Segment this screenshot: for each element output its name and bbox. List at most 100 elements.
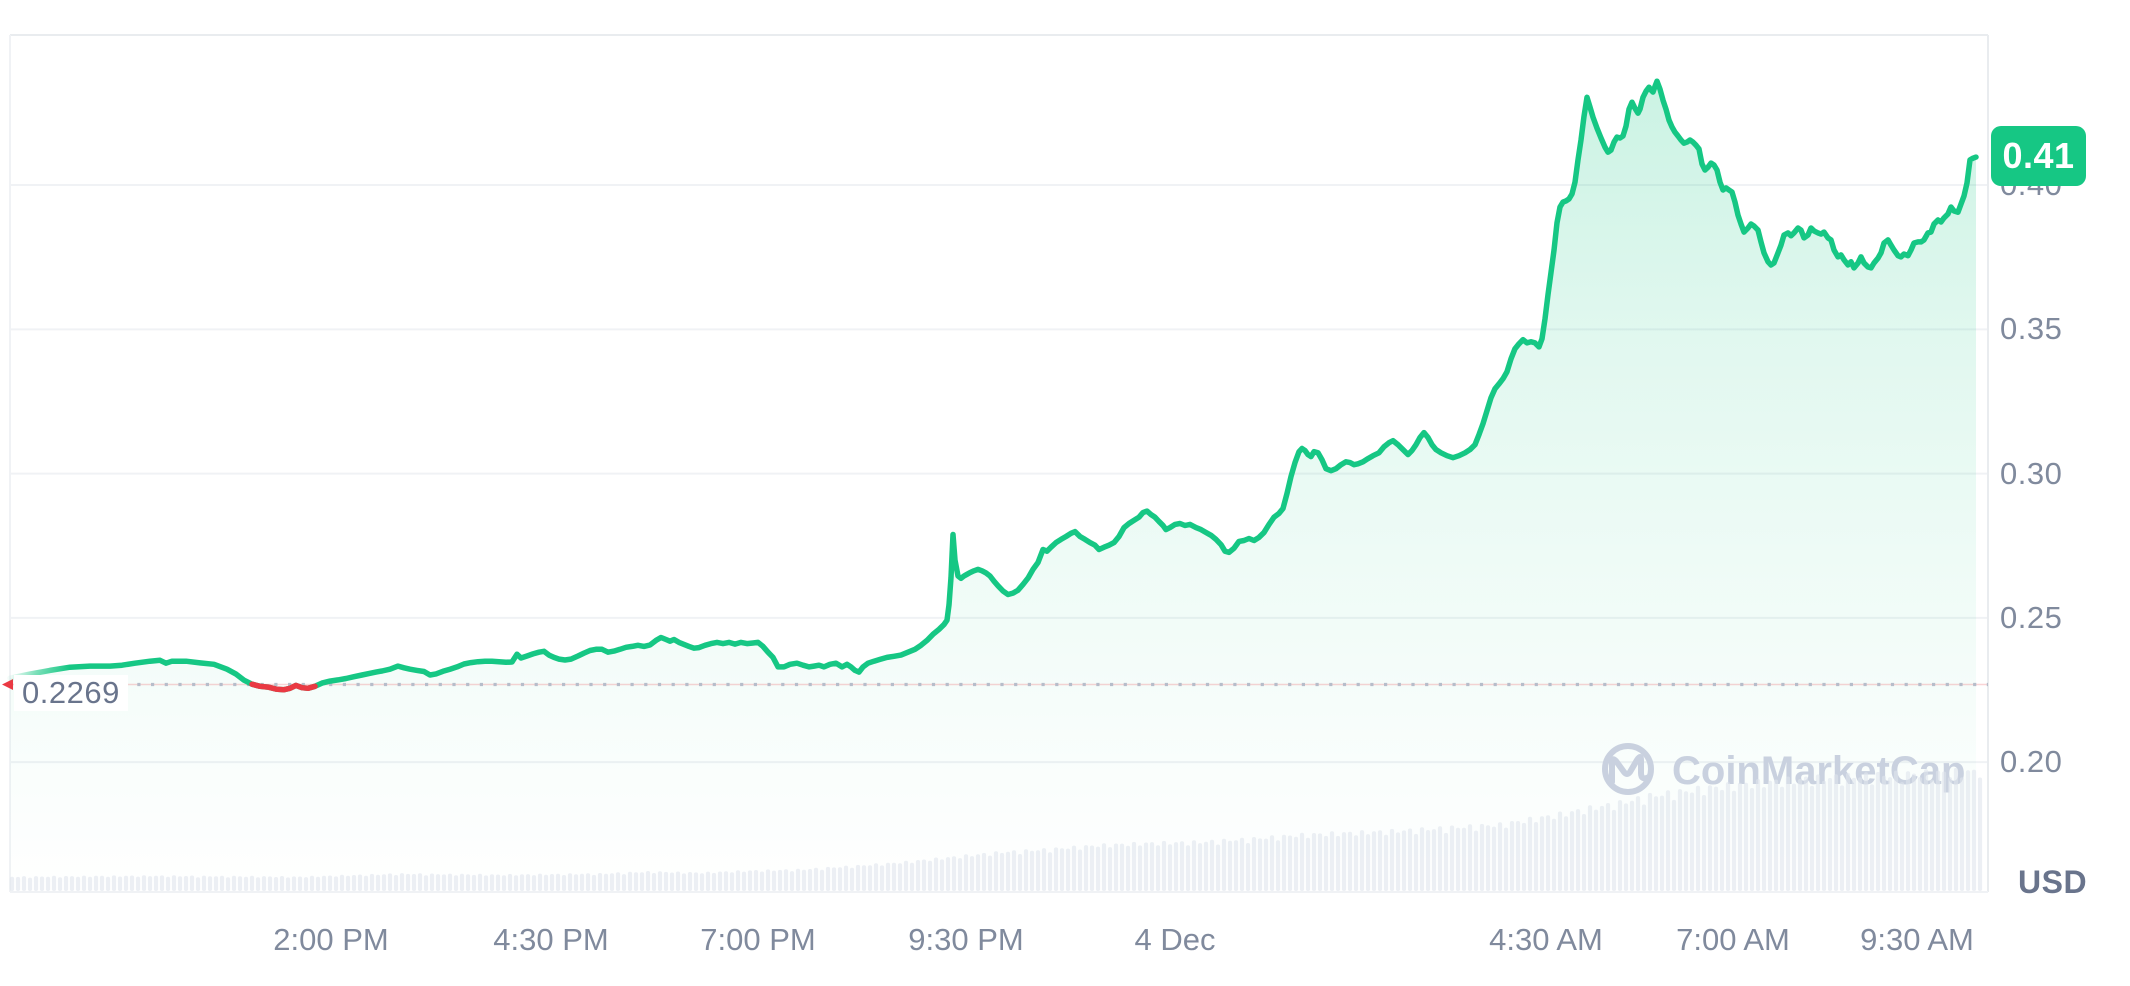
volume-bar <box>1899 782 1905 891</box>
volume-bar <box>627 871 633 891</box>
volume-bar <box>615 872 621 891</box>
volume-bar <box>1629 800 1635 891</box>
volume-bar <box>1191 840 1197 891</box>
volume-bar <box>183 876 189 891</box>
volume-bar <box>777 869 783 891</box>
volume-bar <box>477 873 483 891</box>
volume-bar <box>771 870 777 891</box>
volume-bar <box>129 875 135 891</box>
volume-bar <box>1317 833 1323 891</box>
volume-bar <box>1155 845 1161 891</box>
volume-bar <box>117 876 123 891</box>
volume-bar <box>717 871 723 891</box>
volume-bar <box>1695 785 1701 891</box>
x-axis-tick-label: 2:00 PM <box>273 922 389 957</box>
volume-bar <box>1611 809 1617 891</box>
volume-bar <box>339 874 345 891</box>
volume-bar <box>543 874 549 891</box>
volume-bar <box>99 875 105 891</box>
volume-bar <box>1419 827 1425 891</box>
volume-bar <box>1677 789 1683 891</box>
volume-bar <box>1347 831 1353 891</box>
volume-bar <box>1341 832 1347 891</box>
volume-bar <box>1407 828 1413 891</box>
volume-bar <box>699 873 705 891</box>
volume-bar <box>861 865 867 891</box>
volume-bar <box>1083 845 1089 891</box>
volume-bar <box>255 877 261 891</box>
volume-bar <box>1761 787 1767 891</box>
volume-bar <box>675 871 681 891</box>
volume-bar <box>1815 774 1821 891</box>
volume-bar <box>1077 849 1083 891</box>
volume-bar <box>1713 786 1719 891</box>
volume-bar <box>1245 843 1251 891</box>
volume-bar <box>39 876 45 891</box>
volume-bar <box>1059 848 1065 891</box>
volume-bar <box>1791 783 1797 891</box>
volume-bar <box>1893 770 1899 891</box>
volume-bar <box>501 875 507 891</box>
volume-bar <box>1473 830 1479 891</box>
volume-bar <box>681 873 687 891</box>
volume-bar <box>981 852 987 891</box>
volume-bar <box>1533 822 1539 891</box>
y-axis-tick-label: 0.35 <box>2000 311 2063 347</box>
volume-bar <box>1221 838 1227 891</box>
volume-bar <box>651 873 657 891</box>
volume-bar <box>1671 799 1677 891</box>
volume-bar <box>885 862 891 891</box>
volume-bar <box>321 875 327 891</box>
volume-bar <box>1665 790 1671 891</box>
volume-bar <box>609 873 615 891</box>
x-axis-tick-label: 7:00 PM <box>700 922 816 957</box>
volume-bar <box>1149 842 1155 891</box>
volume-bar <box>1107 847 1113 891</box>
volume-bar <box>153 875 159 891</box>
volume-bar <box>75 876 81 891</box>
volume-bar <box>831 867 837 891</box>
volume-bar <box>1305 837 1311 891</box>
volume-bar <box>1227 840 1233 891</box>
volume-bar <box>177 876 183 891</box>
volume-bar <box>1329 831 1335 891</box>
volume-bar <box>159 875 165 891</box>
volume-bar <box>63 876 69 891</box>
volume-bar <box>1701 795 1707 891</box>
volume-bar <box>597 873 603 891</box>
volume-bar <box>1395 832 1401 891</box>
volume-bar <box>711 872 717 891</box>
volume-bar <box>1425 830 1431 891</box>
volume-bar <box>1119 843 1125 891</box>
volume-bar <box>633 872 639 891</box>
volume-bar <box>1467 824 1473 891</box>
volume-bar <box>1869 784 1875 891</box>
volume-bar <box>807 869 813 891</box>
volume-bar <box>243 876 249 891</box>
volume-bar <box>1359 830 1365 891</box>
volume-bar <box>921 859 927 891</box>
volume-bar <box>357 874 363 891</box>
volume-bar <box>453 875 459 891</box>
volume-bar <box>867 865 873 891</box>
volume-bar <box>1479 823 1485 891</box>
volume-bar <box>825 866 831 891</box>
volume-bar <box>519 874 525 891</box>
volume-bar <box>123 875 129 891</box>
volume-bar <box>1005 851 1011 891</box>
volume-bar <box>927 860 933 891</box>
volume-bar <box>1443 832 1449 891</box>
volume-bar <box>1977 777 1983 891</box>
volume-bar <box>237 876 243 891</box>
volume-bar <box>315 876 321 891</box>
y-axis-tick-label: 0.20 <box>2000 744 2063 780</box>
volume-bar <box>1683 791 1689 891</box>
volume-bar <box>1065 848 1071 891</box>
volume-bar <box>1383 834 1389 891</box>
volume-bar <box>1449 825 1455 891</box>
volume-bar <box>1323 835 1329 891</box>
volume-bar <box>837 867 843 891</box>
volume-bar <box>783 869 789 891</box>
volume-bar <box>1905 771 1911 891</box>
